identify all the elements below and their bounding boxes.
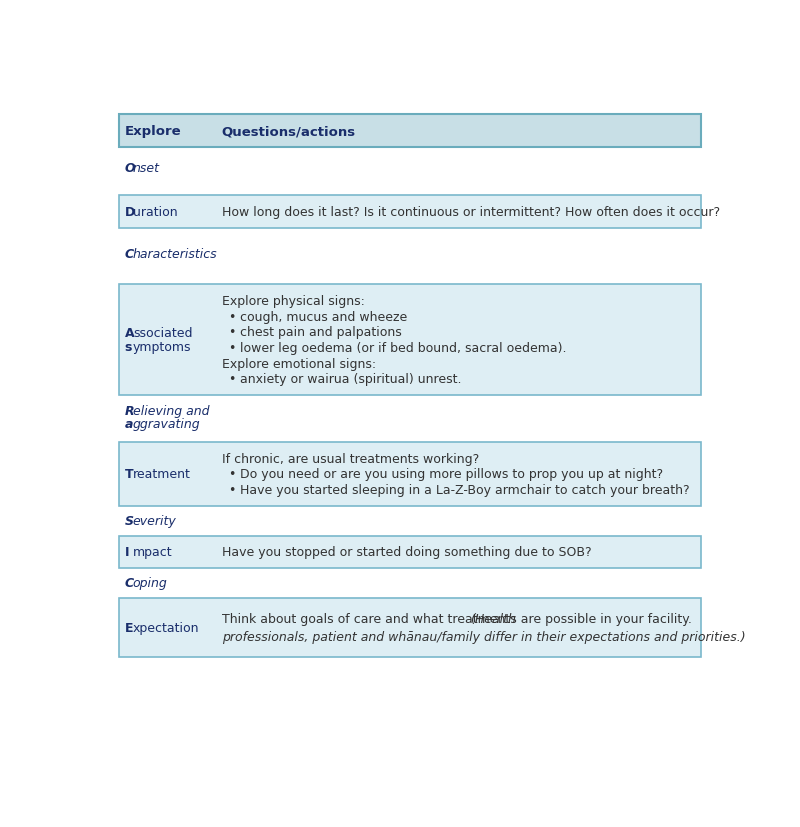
Text: Have you stopped or started doing something due to SOB?: Have you stopped or started doing someth… — [222, 546, 592, 558]
FancyBboxPatch shape — [118, 196, 702, 229]
Text: a: a — [125, 418, 133, 431]
Text: C: C — [125, 576, 134, 589]
FancyBboxPatch shape — [118, 536, 702, 568]
Text: O: O — [125, 162, 135, 174]
Text: professionals, patient and whānau/family differ in their expectations and priori: professionals, patient and whānau/family… — [222, 630, 746, 643]
Text: •: • — [229, 326, 236, 339]
Text: I: I — [125, 546, 130, 558]
Text: C: C — [125, 248, 134, 261]
Text: S: S — [125, 514, 134, 527]
Text: uration: uration — [133, 206, 178, 219]
Text: mpact: mpact — [133, 546, 173, 558]
Text: If chronic, are usual treatments working?: If chronic, are usual treatments working… — [222, 452, 479, 466]
Text: •: • — [229, 310, 236, 323]
Text: xpectation: xpectation — [133, 621, 199, 634]
Text: anxiety or wairua (spiritual) unrest.: anxiety or wairua (spiritual) unrest. — [239, 373, 461, 385]
Text: Explore physical signs:: Explore physical signs: — [222, 294, 365, 308]
FancyBboxPatch shape — [118, 284, 702, 396]
Text: E: E — [125, 621, 134, 634]
Text: Explore: Explore — [125, 125, 182, 138]
FancyBboxPatch shape — [118, 115, 702, 148]
Text: •: • — [229, 373, 236, 385]
Text: T: T — [125, 468, 134, 480]
Text: haracteristics: haracteristics — [133, 248, 218, 261]
Text: Do you need or are you using more pillows to prop you up at night?: Do you need or are you using more pillow… — [239, 468, 662, 480]
FancyBboxPatch shape — [118, 442, 702, 506]
Text: ssociated: ssociated — [133, 327, 192, 340]
Text: cough, mucus and wheeze: cough, mucus and wheeze — [239, 310, 407, 323]
Text: A: A — [125, 327, 134, 340]
Text: nset: nset — [133, 162, 160, 174]
Text: ggravating: ggravating — [133, 418, 201, 431]
Text: s: s — [125, 341, 132, 353]
Text: R: R — [125, 404, 134, 417]
Text: Explore emotional signs:: Explore emotional signs: — [222, 357, 376, 370]
Text: •: • — [229, 484, 236, 496]
Text: oping: oping — [133, 576, 168, 589]
Text: How long does it last? Is it continuous or intermittent? How often does it occur: How long does it last? Is it continuous … — [222, 206, 720, 219]
Text: reatment: reatment — [133, 468, 190, 480]
Text: lower leg oedema (or if bed bound, sacral oedema).: lower leg oedema (or if bed bound, sacra… — [239, 342, 566, 355]
Text: (Health: (Health — [470, 612, 516, 625]
Text: •: • — [229, 468, 236, 480]
Text: Have you started sleeping in a La-Z-Boy armchair to catch your breath?: Have you started sleeping in a La-Z-Boy … — [239, 484, 689, 496]
Text: D: D — [125, 206, 135, 219]
Text: ymptoms: ymptoms — [133, 341, 191, 353]
Text: everity: everity — [133, 514, 177, 527]
Text: Think about goals of care and what treatments are possible in your facility.: Think about goals of care and what treat… — [222, 612, 696, 625]
Text: Questions/actions: Questions/actions — [221, 125, 355, 138]
Text: •: • — [229, 342, 236, 355]
Text: chest pain and palpations: chest pain and palpations — [239, 326, 402, 339]
FancyBboxPatch shape — [118, 598, 702, 657]
Text: elieving and: elieving and — [133, 404, 210, 417]
